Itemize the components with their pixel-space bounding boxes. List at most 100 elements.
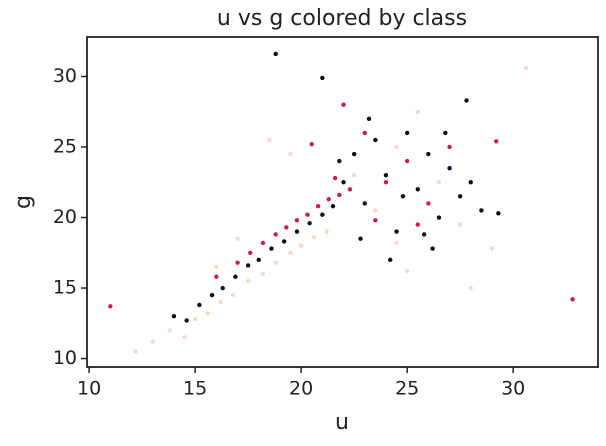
point bbox=[383, 180, 389, 185]
point bbox=[182, 335, 187, 340]
point bbox=[281, 239, 287, 244]
point bbox=[570, 297, 575, 302]
point bbox=[245, 263, 251, 268]
point bbox=[133, 349, 138, 354]
point bbox=[307, 220, 312, 226]
point bbox=[436, 215, 442, 220]
point bbox=[404, 130, 410, 136]
point bbox=[209, 292, 215, 298]
point bbox=[337, 192, 342, 198]
x-tick-label: 20 bbox=[289, 378, 313, 400]
point bbox=[479, 208, 484, 213]
point bbox=[167, 328, 172, 333]
point bbox=[421, 232, 427, 237]
point bbox=[404, 268, 410, 274]
point bbox=[415, 187, 420, 192]
x-tick-label: 10 bbox=[77, 378, 101, 400]
y-tick-label: 15 bbox=[53, 277, 77, 299]
point bbox=[309, 141, 314, 147]
point bbox=[256, 257, 261, 263]
point bbox=[235, 260, 240, 265]
point bbox=[351, 151, 357, 157]
point bbox=[351, 173, 357, 178]
point bbox=[260, 271, 266, 277]
point bbox=[205, 311, 211, 316]
point bbox=[192, 316, 198, 322]
point bbox=[298, 243, 304, 248]
point bbox=[457, 194, 463, 199]
point bbox=[468, 285, 473, 291]
point bbox=[332, 175, 338, 181]
point bbox=[218, 299, 223, 305]
point bbox=[330, 204, 336, 209]
x-tick-label: 15 bbox=[183, 378, 207, 400]
point bbox=[269, 246, 274, 251]
x-tick-label: 25 bbox=[395, 378, 419, 400]
point bbox=[284, 225, 289, 230]
point bbox=[171, 314, 177, 319]
point bbox=[214, 264, 219, 270]
point bbox=[404, 158, 410, 164]
point bbox=[245, 278, 251, 284]
point bbox=[311, 235, 317, 240]
point bbox=[523, 65, 529, 71]
point bbox=[341, 180, 346, 185]
point bbox=[383, 173, 389, 178]
y-tick-label: 25 bbox=[53, 136, 77, 158]
point bbox=[288, 151, 293, 157]
point bbox=[337, 158, 342, 164]
point bbox=[324, 229, 329, 234]
point bbox=[426, 201, 431, 206]
point bbox=[373, 218, 378, 223]
point bbox=[233, 274, 238, 279]
point bbox=[267, 137, 272, 143]
point bbox=[260, 240, 266, 246]
point bbox=[400, 194, 406, 199]
point bbox=[443, 130, 448, 136]
point bbox=[220, 285, 225, 291]
point bbox=[273, 232, 278, 237]
point bbox=[273, 51, 278, 57]
x-tick-label: 30 bbox=[501, 378, 525, 400]
y-tick-label: 20 bbox=[53, 206, 77, 228]
point bbox=[415, 109, 420, 114]
point bbox=[341, 102, 346, 107]
point bbox=[426, 151, 431, 157]
point bbox=[436, 180, 442, 185]
chart-title: u vs g colored by class bbox=[217, 6, 467, 31]
point bbox=[320, 212, 325, 217]
point bbox=[464, 98, 469, 103]
point bbox=[231, 292, 236, 298]
point bbox=[457, 222, 463, 227]
point bbox=[294, 218, 300, 223]
point bbox=[326, 196, 331, 202]
point bbox=[496, 211, 501, 216]
point bbox=[214, 274, 219, 279]
point bbox=[273, 260, 278, 265]
point bbox=[468, 180, 473, 185]
point bbox=[394, 229, 399, 234]
point bbox=[294, 229, 300, 234]
point bbox=[315, 204, 321, 209]
point bbox=[362, 201, 367, 206]
point bbox=[373, 208, 378, 213]
point bbox=[150, 339, 155, 344]
point bbox=[108, 304, 113, 309]
point bbox=[362, 130, 367, 136]
point bbox=[358, 236, 363, 241]
y-tick-label: 30 bbox=[53, 65, 77, 87]
point bbox=[447, 144, 452, 150]
plot-frame bbox=[86, 36, 599, 368]
point bbox=[184, 318, 189, 323]
point bbox=[288, 250, 293, 255]
point bbox=[415, 222, 420, 227]
point bbox=[235, 236, 240, 241]
point bbox=[347, 187, 353, 192]
point bbox=[305, 212, 310, 217]
point bbox=[388, 257, 393, 263]
point bbox=[366, 116, 372, 121]
y-axis-label: g bbox=[11, 195, 36, 209]
point bbox=[447, 165, 452, 171]
point bbox=[489, 246, 495, 251]
